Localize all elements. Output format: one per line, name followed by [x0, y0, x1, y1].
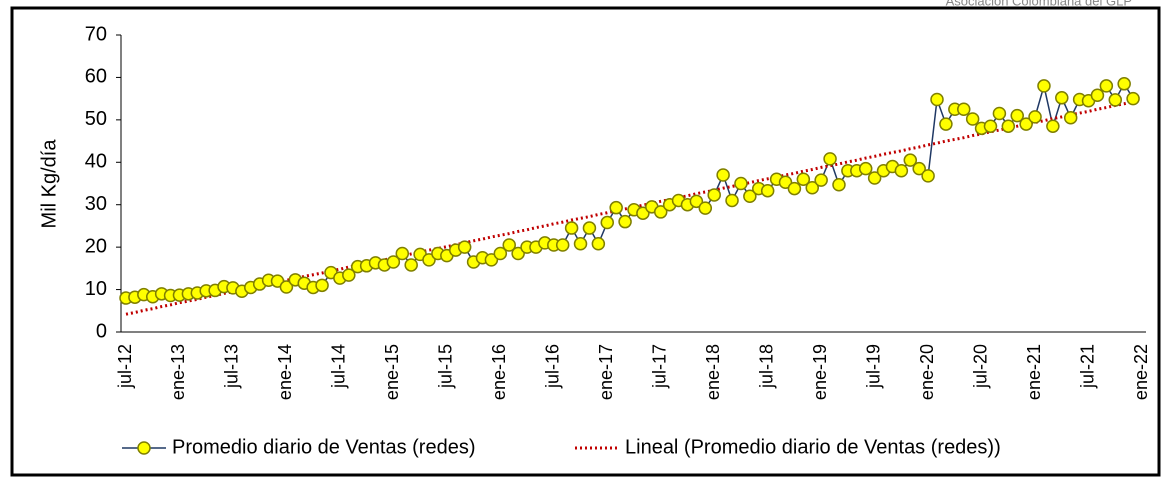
data-point	[823, 152, 837, 166]
y-axis-title: Mil Kg/día	[38, 139, 60, 229]
data-point	[1117, 77, 1131, 91]
data-point	[805, 180, 819, 195]
x-tick-label: jul-17	[649, 344, 669, 389]
data-point	[778, 175, 793, 189]
data-point	[279, 280, 294, 294]
data-point	[502, 238, 516, 252]
data-point	[600, 215, 615, 230]
data-point	[725, 193, 739, 208]
data-point	[787, 181, 802, 196]
x-tick-label: jul-16	[543, 344, 563, 389]
legend-marker	[137, 441, 151, 455]
data-point	[1063, 110, 1078, 125]
data-point	[832, 178, 846, 192]
data-point	[858, 161, 873, 176]
data-point	[965, 112, 980, 126]
data-point	[573, 236, 588, 251]
data-point	[484, 253, 499, 267]
y-tick-label: 10	[85, 278, 107, 300]
data-point	[1037, 79, 1051, 93]
data-point	[903, 153, 918, 167]
data-point	[1099, 79, 1114, 93]
data-point	[315, 278, 329, 293]
legend-label: Lineal (Promedio diario de Ventas (redes…	[625, 436, 1001, 458]
data-point	[1010, 108, 1024, 123]
x-tick-label: jul-19	[863, 344, 883, 389]
y-tick-label: 0	[96, 320, 107, 342]
x-tick-label: jul-15	[436, 344, 456, 389]
x-tick-label: ene-22	[1131, 344, 1151, 400]
data-point	[1108, 93, 1123, 107]
data-point	[609, 200, 623, 215]
data-point	[734, 176, 748, 191]
data-point	[698, 201, 713, 215]
data-point	[457, 240, 472, 254]
data-point	[983, 119, 998, 133]
data-point	[555, 238, 570, 252]
y-tick-label: 50	[85, 108, 107, 130]
x-tick-label: ene-18	[703, 344, 723, 400]
data-point	[636, 206, 650, 220]
data-point	[912, 161, 926, 176]
y-tick-label: 70	[85, 23, 107, 45]
legend-label: Promedio diario de Ventas (redes)	[172, 436, 476, 458]
data-point	[930, 92, 944, 107]
x-tick-label: ene-14	[275, 344, 295, 400]
data-point	[342, 268, 356, 282]
x-tick-label: jul-13	[222, 344, 242, 389]
data-point	[814, 173, 828, 187]
data-point	[760, 183, 775, 198]
x-tick-label: jul-12	[115, 344, 135, 389]
x-tick-label: ene-13	[168, 344, 188, 400]
source: Asociación Colombiana del GLP	[946, 0, 1132, 8]
x-tick-label: ene-17	[596, 344, 616, 400]
data-point	[1090, 88, 1105, 102]
data-point	[1019, 117, 1033, 131]
data-point	[1001, 119, 1016, 133]
data-point	[939, 117, 953, 131]
data-point	[867, 171, 882, 185]
data-point	[404, 258, 418, 272]
y-tick-label: 20	[85, 235, 107, 257]
data-point	[921, 169, 935, 183]
data-point	[493, 246, 508, 261]
data-point	[591, 236, 606, 251]
y-tick-label: 60	[85, 66, 107, 88]
data-point	[395, 246, 410, 261]
data-point	[689, 194, 704, 209]
data-point	[1055, 91, 1069, 105]
y-tick-label: 40	[85, 151, 107, 173]
data-point	[1028, 110, 1042, 124]
x-tick-label: jul-14	[329, 344, 349, 389]
data-point	[582, 221, 597, 235]
data-point	[957, 102, 971, 116]
x-tick-label: ene-15	[382, 344, 402, 400]
data-point	[707, 188, 721, 202]
data-point	[564, 221, 579, 235]
x-tick-label: ene-21	[1024, 344, 1044, 400]
y-tick-label: 30	[85, 193, 107, 215]
x-tick-label: jul-18	[756, 344, 776, 389]
data-point	[743, 189, 757, 203]
data-point	[1046, 119, 1060, 133]
data-point	[653, 205, 668, 219]
x-tick-label: ene-16	[489, 344, 509, 400]
data-point	[796, 172, 811, 187]
x-tick-label: jul-21	[1077, 344, 1097, 389]
data-point	[992, 106, 1007, 121]
data-point	[716, 168, 730, 182]
data-point	[1126, 91, 1140, 106]
data-point	[386, 255, 401, 269]
x-tick-label: ene-19	[810, 344, 830, 400]
data-point	[618, 214, 632, 229]
x-tick-label: ene-20	[917, 344, 937, 400]
data-point	[511, 246, 525, 261]
data-point	[894, 164, 909, 178]
data-point	[422, 253, 436, 267]
x-tick-label: jul-20	[970, 344, 990, 389]
